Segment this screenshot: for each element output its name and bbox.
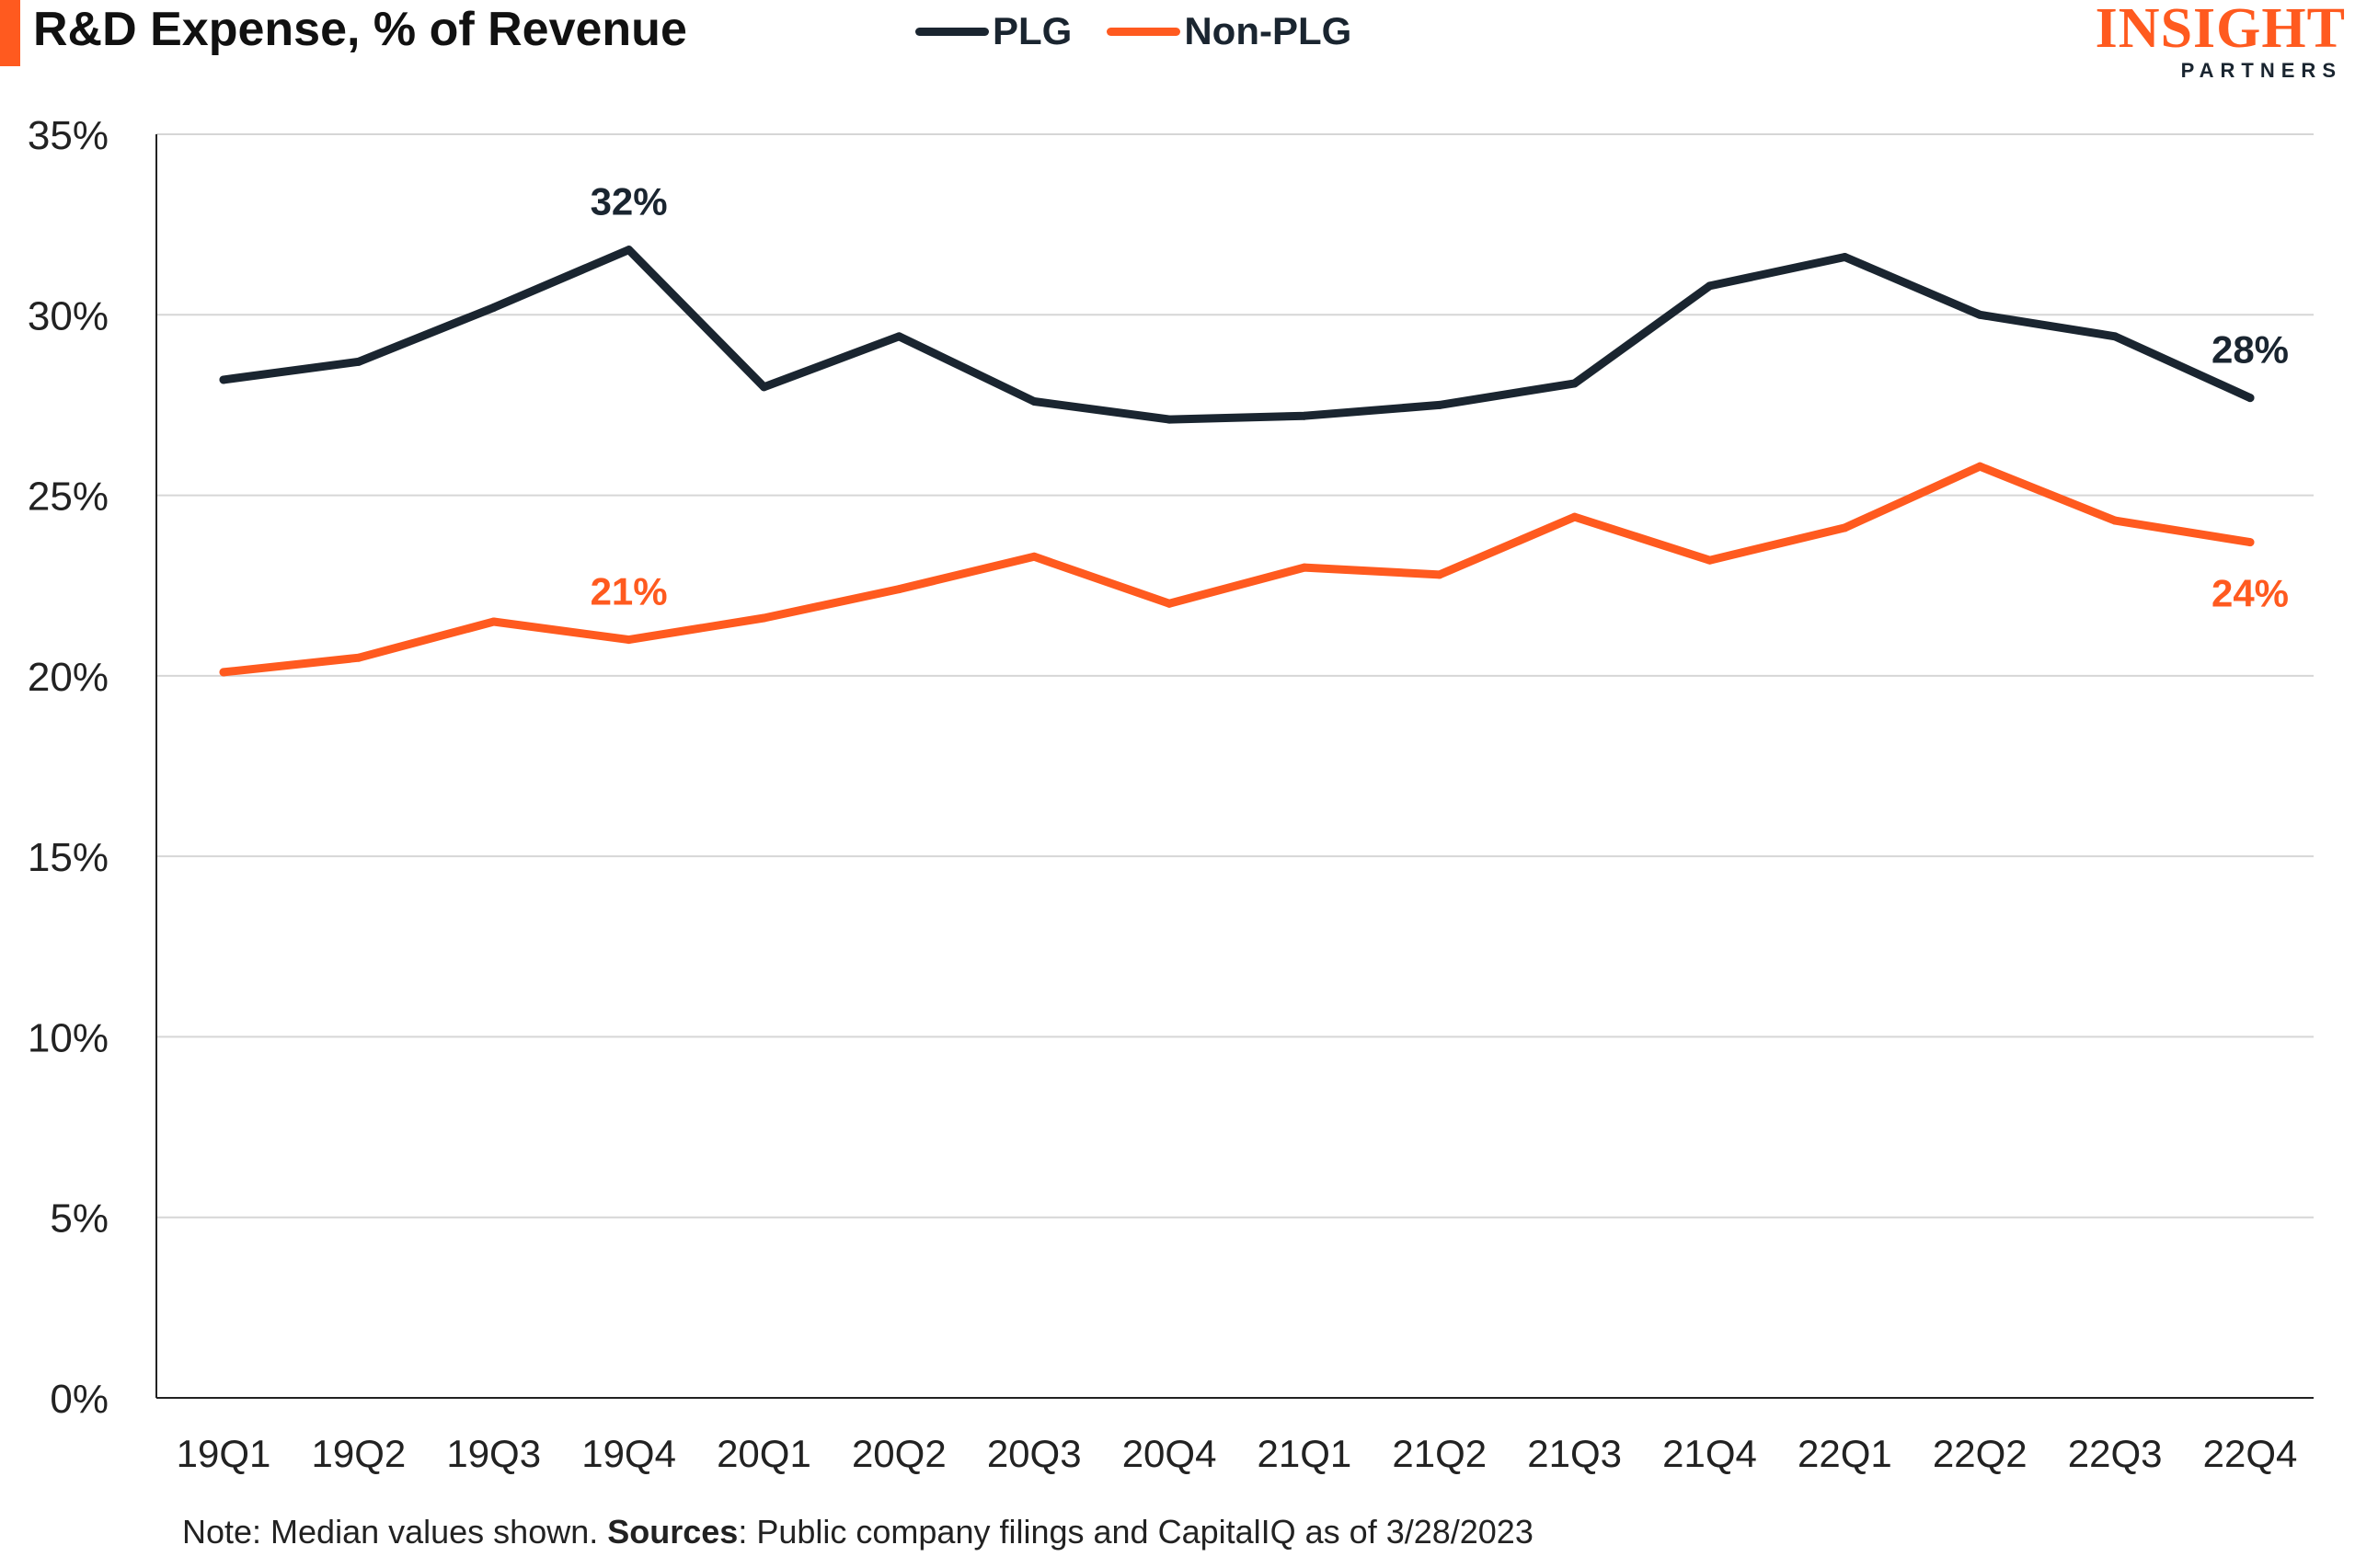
data-point-plg <box>489 303 499 312</box>
x-tick-label: 21Q3 <box>1527 1432 1622 1475</box>
data-point-plg <box>625 246 634 255</box>
data-point-plg <box>1435 400 1444 409</box>
x-tick-label: 22Q2 <box>1933 1432 2028 1475</box>
data-point-non-plg <box>1165 599 1174 608</box>
x-tick-label: 21Q4 <box>1662 1432 1757 1475</box>
data-point-plg <box>894 332 903 341</box>
data-point-non-plg <box>2246 538 2255 547</box>
legend-swatch-plg <box>915 27 989 36</box>
data-point-non-plg <box>1706 555 1715 565</box>
data-point-non-plg <box>1975 462 1984 471</box>
data-point-plg <box>1300 411 1309 420</box>
data-point-non-plg <box>489 617 499 626</box>
legend-swatch-non-plg <box>1107 27 1181 36</box>
data-label: 21% <box>591 570 668 613</box>
data-point-non-plg <box>2110 516 2120 525</box>
insight-partners-logo: INSIGHT PARTNERS <box>2096 0 2346 83</box>
note-text: Note: Median values shown. <box>182 1513 599 1551</box>
chart-title: R&D Expense, % of Revenue <box>33 3 687 56</box>
data-point-non-plg <box>1840 523 1849 532</box>
data-point-plg <box>1840 252 1849 261</box>
data-point-plg <box>1706 281 1715 291</box>
legend-label-non-plg: Non-PLG <box>1184 9 1352 52</box>
x-tick-label: 22Q3 <box>2068 1432 2163 1475</box>
series-line-plg <box>219 246 2255 424</box>
y-tick-label: 10% <box>28 1015 109 1060</box>
logo-wordmark: INSIGHT <box>2095 0 2346 60</box>
x-tick-label: 19Q3 <box>446 1432 541 1475</box>
data-point-non-plg <box>1570 512 1580 521</box>
y-tick-label: 30% <box>28 293 109 338</box>
legend-label-plg: PLG <box>993 9 1073 52</box>
sources-label: Sources <box>607 1513 739 1551</box>
title-accent-bar <box>0 0 20 66</box>
data-point-non-plg <box>894 585 903 594</box>
data-point-plg <box>1165 415 1174 424</box>
data-point-plg <box>1975 310 1984 319</box>
y-tick-label: 20% <box>28 655 109 700</box>
data-point-plg <box>2246 394 2255 403</box>
data-point-non-plg <box>1435 570 1444 579</box>
x-tick-label: 20Q4 <box>1122 1432 1217 1475</box>
data-point-plg <box>759 383 768 392</box>
x-tick-label: 22Q1 <box>1798 1432 1892 1475</box>
data-label: 32% <box>591 180 668 223</box>
sources-text: : Public company filings and CapitalIQ a… <box>738 1513 1534 1551</box>
data-label: 24% <box>2211 572 2289 615</box>
data-label: 28% <box>2211 328 2289 372</box>
y-tick-label: 5% <box>50 1196 109 1242</box>
series-line-non-plg <box>219 462 2255 677</box>
x-tick-label: 19Q1 <box>177 1432 271 1475</box>
data-point-non-plg <box>1300 563 1309 572</box>
x-tick-label: 21Q2 <box>1392 1432 1487 1475</box>
legend: PLG Non-PLG <box>915 9 1386 53</box>
data-point-non-plg <box>354 653 363 662</box>
y-tick-label: 0% <box>50 1377 109 1422</box>
legend-item-non-plg: Non-PLG <box>1107 9 1351 53</box>
y-tick-label: 35% <box>28 113 109 158</box>
x-tick-label: 21Q1 <box>1258 1432 1352 1475</box>
logo-subtitle: PARTNERS <box>2180 59 2342 82</box>
x-tick-label: 22Q4 <box>2203 1432 2298 1475</box>
footnote: Note: Median values shown. Sources: Publ… <box>182 1513 1534 1551</box>
data-point-plg <box>1029 397 1039 406</box>
x-tick-label: 19Q2 <box>311 1432 406 1475</box>
data-point-plg <box>354 357 363 366</box>
x-tick-label: 20Q3 <box>987 1432 1082 1475</box>
data-point-plg <box>219 375 228 384</box>
data-point-plg <box>2110 332 2120 341</box>
y-tick-label: 15% <box>28 835 109 880</box>
data-point-non-plg <box>219 668 228 677</box>
x-tick-label: 20Q2 <box>852 1432 947 1475</box>
data-point-non-plg <box>1029 552 1039 561</box>
data-point-plg <box>1570 379 1580 388</box>
legend-item-plg: PLG <box>915 9 1072 53</box>
y-tick-label: 25% <box>28 475 109 520</box>
x-tick-label: 20Q1 <box>717 1432 811 1475</box>
x-tick-label: 19Q4 <box>581 1432 676 1475</box>
data-point-non-plg <box>759 613 768 623</box>
data-point-non-plg <box>625 635 634 645</box>
